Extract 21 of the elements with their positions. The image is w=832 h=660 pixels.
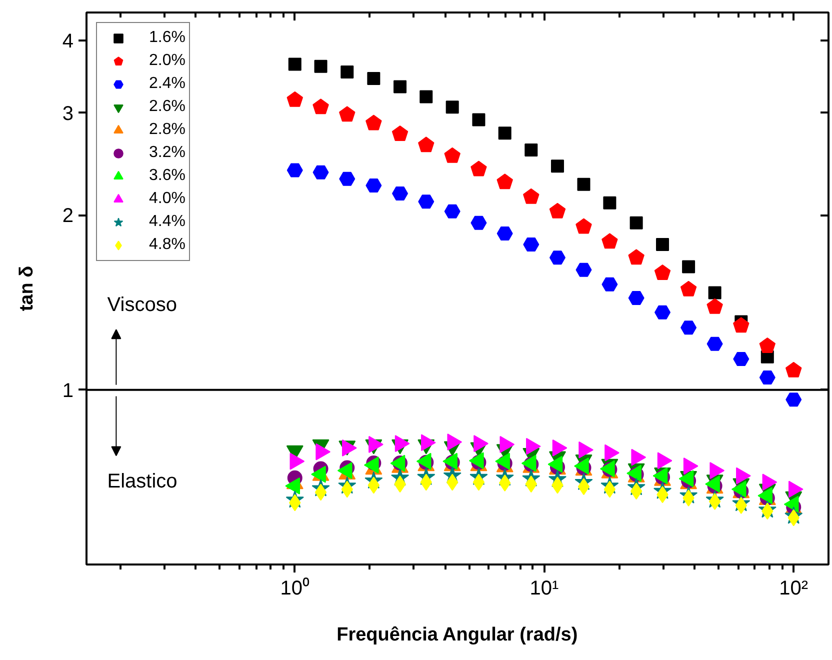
legend-label: 4.8%	[149, 235, 186, 255]
legend-label: 3.2%	[149, 143, 186, 163]
legend-label: 2.0%	[149, 51, 186, 71]
annotation: Elastico	[107, 470, 178, 493]
y-tick-label: 4	[62, 30, 74, 52]
legend-label: 2.6%	[149, 97, 186, 117]
x-tick-label: 10¹	[530, 578, 560, 600]
annotation: Viscoso	[107, 294, 177, 316]
y-tick-label: 1	[62, 380, 74, 402]
legend-label: 1.6%	[149, 28, 186, 48]
legend-label: 2.4%	[149, 74, 186, 94]
x-tick-label: 10⁰	[280, 576, 310, 600]
legend-label: 2.8%	[149, 120, 186, 140]
x-axis-title: Frequência Angular (rad/s)	[336, 624, 578, 646]
y-axis-title: tan δ	[16, 266, 38, 312]
legend-label: 4.4%	[149, 212, 186, 232]
y-tick-label: 2	[62, 205, 74, 228]
legend-label: 4.0%	[149, 189, 186, 209]
y-tick-label: 3	[62, 102, 74, 125]
legend-label: 3.6%	[149, 166, 186, 186]
x-tick-label: 10²	[779, 578, 808, 600]
